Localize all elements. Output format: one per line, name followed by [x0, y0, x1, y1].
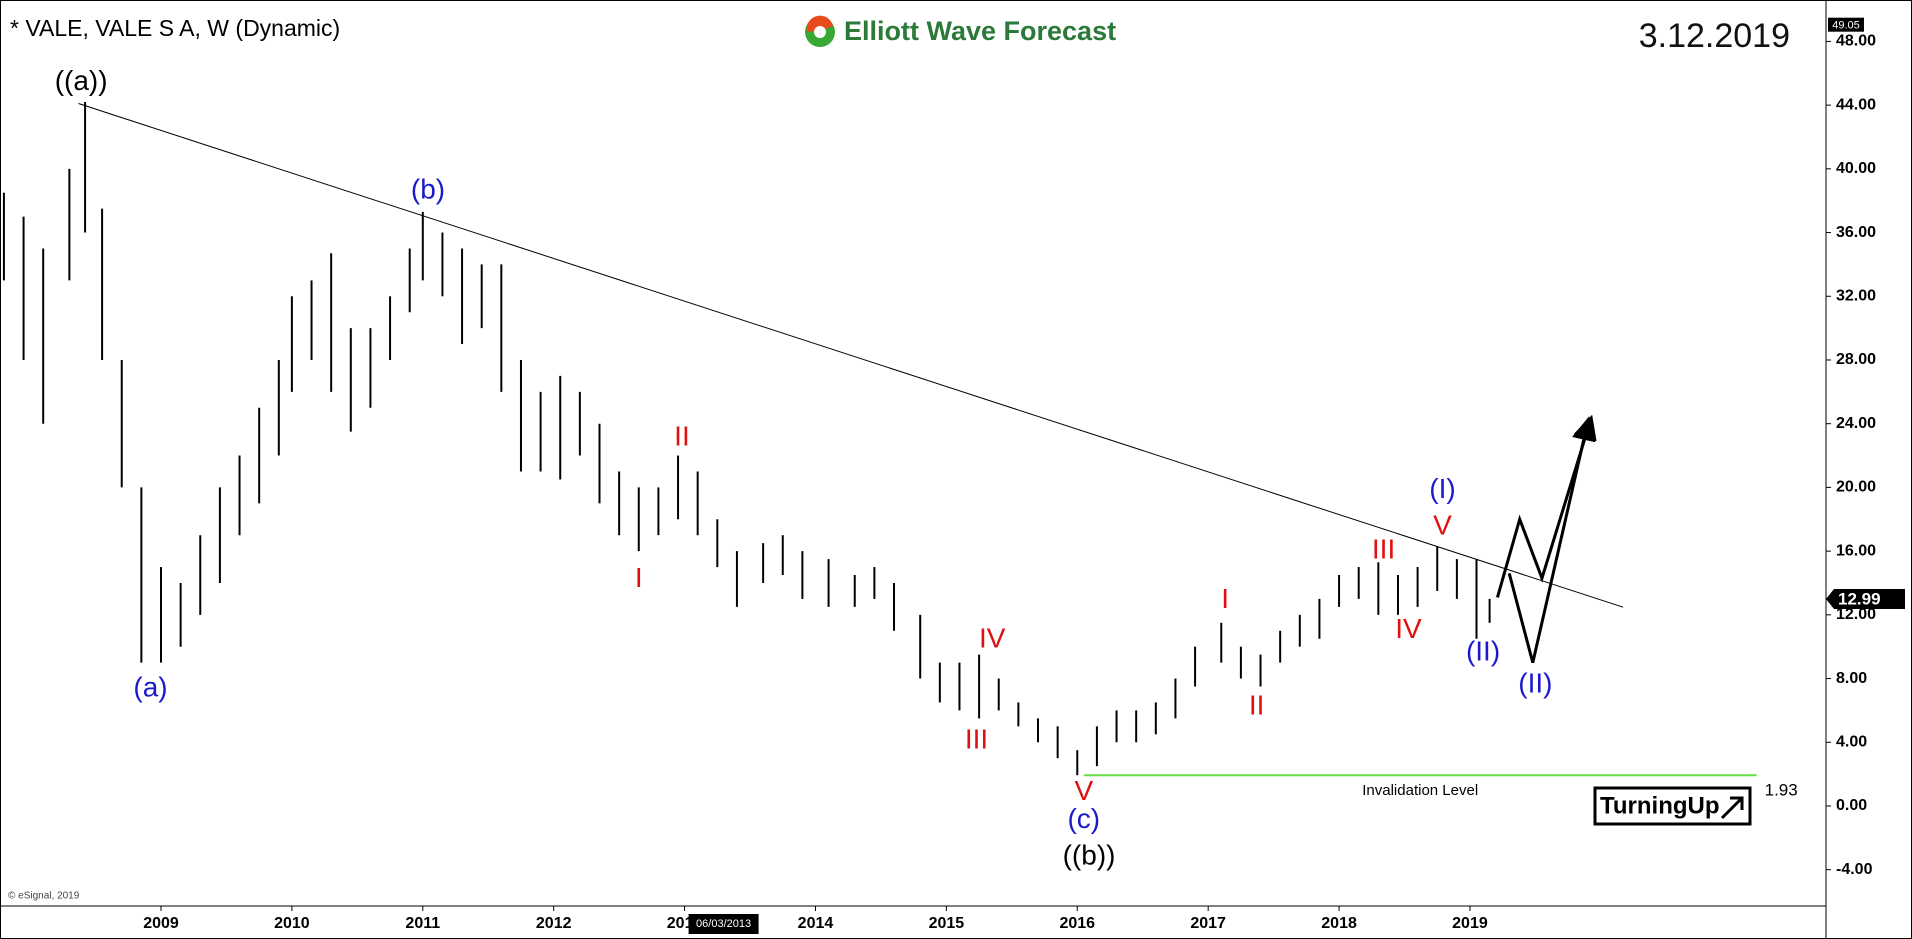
x-tick-label: 2014 — [798, 915, 834, 932]
x-tick-label: 2010 — [274, 915, 310, 932]
y-tick-label: 12.00 — [1836, 606, 1876, 623]
x-tick-label: 2019 — [1452, 915, 1488, 932]
chart-date: 3.12.2019 — [1639, 17, 1790, 55]
wave-label: ((b)) — [1063, 839, 1116, 870]
y-tick-label: 28.00 — [1836, 351, 1876, 368]
logo: Elliott Wave Forecast — [805, 15, 1116, 47]
chart-title: * VALE, VALE S A, W (Dynamic) — [10, 15, 340, 41]
wave-label: ((a)) — [55, 65, 108, 96]
last-price-box — [1826, 589, 1905, 610]
trendline — [78, 103, 1624, 608]
y-tick-label: 32.00 — [1836, 287, 1876, 304]
badge-box — [1593, 786, 1752, 826]
logo-icon-center — [814, 26, 826, 38]
wave-label: (a) — [133, 671, 167, 702]
badge-arrow — [1720, 796, 1744, 820]
cursor-date: 06/03/2013 — [688, 914, 759, 934]
turning-up-badge: TurningUp — [1593, 786, 1752, 826]
projection-path — [1507, 416, 1596, 663]
y-tick-label: 4.00 — [1836, 733, 1867, 750]
wave-label: III — [965, 724, 988, 755]
y-tick-label: 24.00 — [1836, 415, 1876, 432]
y-tick-label: 8.00 — [1836, 670, 1867, 687]
badge-text: TurningUp — [1600, 792, 1720, 819]
scale-max-box — [1828, 17, 1864, 32]
y-tick-label: 44.00 — [1836, 96, 1876, 113]
wave-label: I — [635, 562, 643, 593]
y-tick-label: -4.00 — [1836, 861, 1873, 878]
wave-label: I — [1221, 583, 1229, 614]
last-price-label: 12.99 — [1838, 590, 1881, 609]
wave-label: (b) — [411, 174, 445, 205]
wave-label: IV — [1395, 613, 1422, 644]
x-tick-label: 2012 — [536, 915, 572, 932]
wave-label: V — [1433, 510, 1452, 541]
x-tick-label: 2018 — [1321, 915, 1357, 932]
wave-label: II — [674, 420, 690, 451]
logo-icon-part — [806, 15, 833, 32]
x-tick-label: 2016 — [1059, 915, 1095, 932]
wave-label: III — [1372, 534, 1395, 565]
y-tick-label: 20.00 — [1836, 479, 1876, 496]
y-tick-label: 48.00 — [1836, 33, 1876, 50]
copyright: © eSignal, 2019 — [8, 891, 80, 902]
cursor-date-text: 06/03/2013 — [696, 918, 751, 930]
wave-label: IV — [979, 623, 1006, 654]
wave-label: (II) — [1518, 667, 1552, 698]
x-tick-label: 2017 — [1190, 915, 1226, 932]
y-tick-label: 0.00 — [1836, 797, 1867, 814]
y-tick-label: 36.00 — [1836, 224, 1876, 241]
x-tick-label: 2009 — [143, 915, 179, 932]
x-tick-label: 2015 — [929, 915, 965, 932]
wave-label: (II) — [1466, 635, 1500, 666]
x-tick-label: 2011 — [405, 915, 440, 932]
y-tick-label: 40.00 — [1836, 160, 1876, 177]
cursor-date-box — [688, 914, 759, 934]
wave-label: (c) — [1067, 803, 1100, 834]
invalidation-label: Invalidation Level — [1362, 782, 1478, 799]
logo-text: Elliott Wave Forecast — [844, 16, 1116, 46]
projection-path — [1496, 414, 1597, 598]
invalidation-value: 1.93 — [1765, 781, 1798, 800]
wave-label: V — [1074, 775, 1093, 806]
wave-label: (I) — [1429, 473, 1455, 504]
wave-label: II — [1249, 690, 1265, 721]
y-tick-label: 16.00 — [1836, 542, 1876, 559]
scale-max-label: 49.05 — [1832, 20, 1860, 32]
